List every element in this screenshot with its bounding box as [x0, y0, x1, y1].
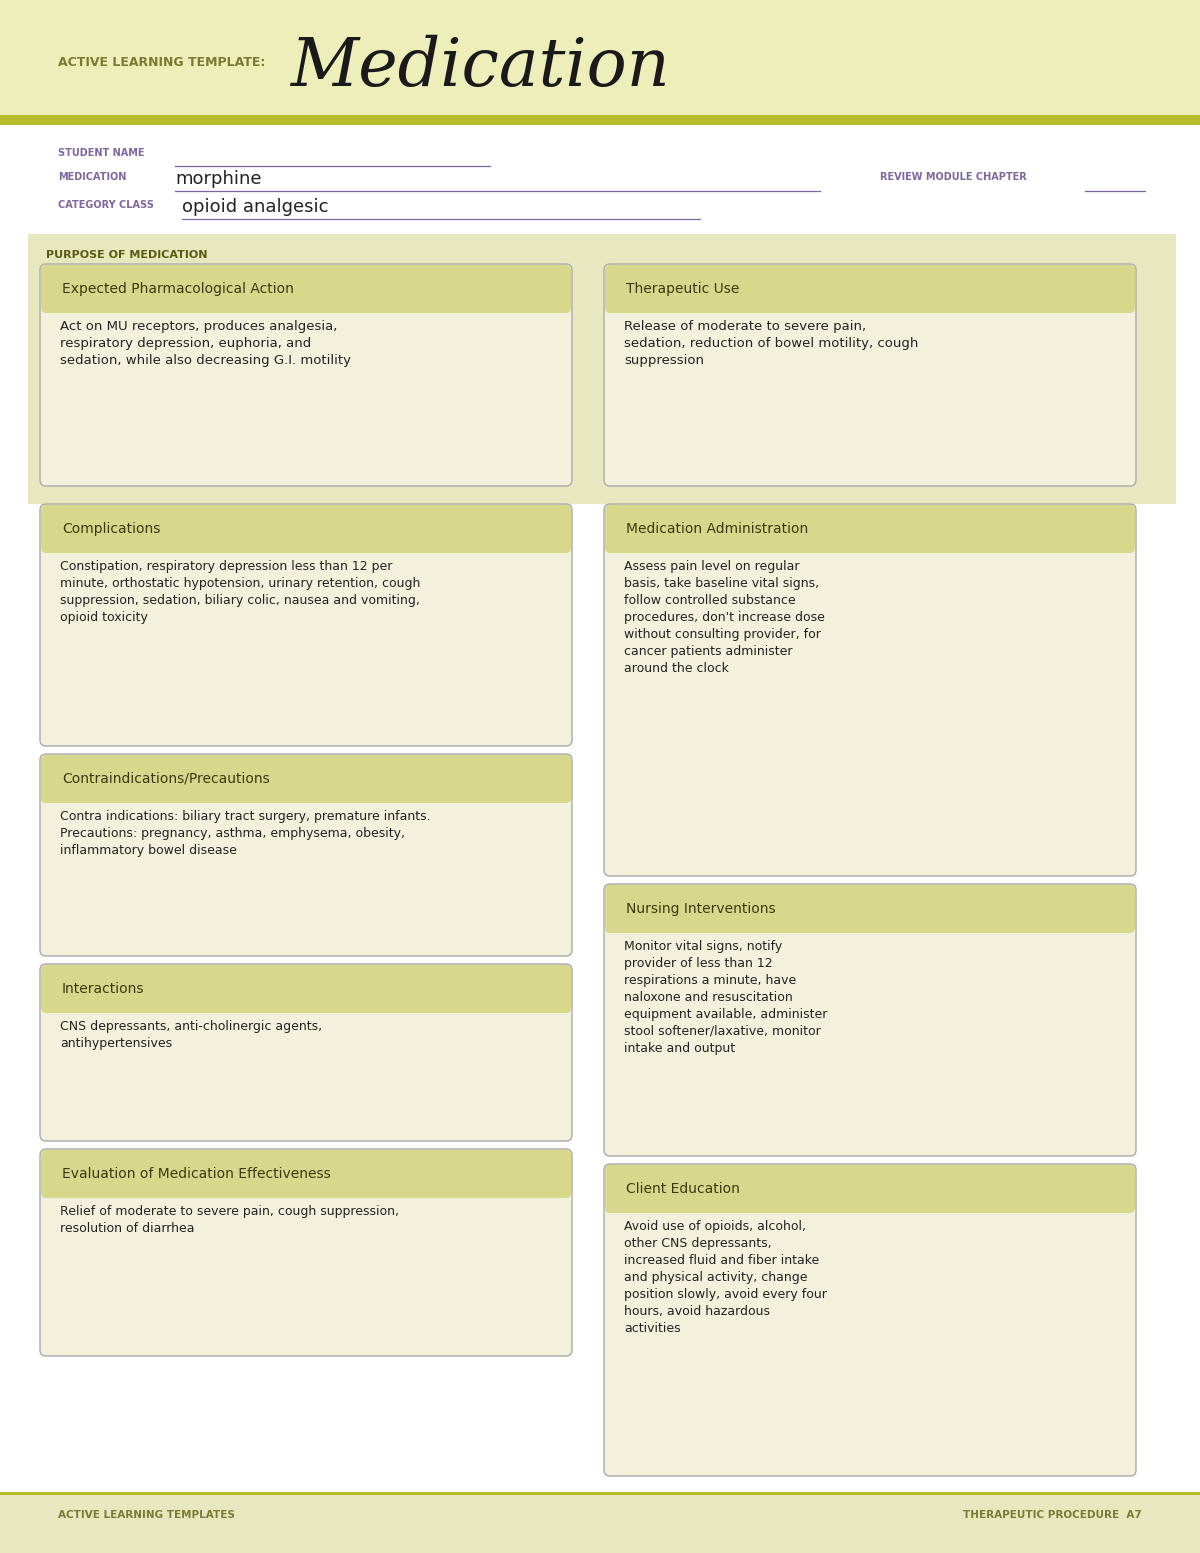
Text: Release of moderate to severe pain,
sedation, reduction of bowel motility, cough: Release of moderate to severe pain, seda… [624, 320, 918, 367]
Text: opioid analgesic: opioid analgesic [182, 197, 329, 216]
Text: CNS depressants, anti-cholinergic agents,
antihypertensives: CNS depressants, anti-cholinergic agents… [60, 1020, 322, 1050]
Text: Contraindications/Precautions: Contraindications/Precautions [62, 772, 270, 786]
Text: Client Education: Client Education [626, 1182, 740, 1196]
FancyBboxPatch shape [604, 505, 1136, 876]
FancyBboxPatch shape [0, 124, 1200, 1516]
FancyBboxPatch shape [41, 964, 571, 1013]
FancyBboxPatch shape [40, 755, 572, 957]
Text: Evaluation of Medication Effectiveness: Evaluation of Medication Effectiveness [62, 1166, 331, 1180]
Text: morphine: morphine [175, 169, 262, 188]
FancyBboxPatch shape [40, 964, 572, 1141]
FancyBboxPatch shape [41, 755, 571, 803]
FancyBboxPatch shape [41, 1151, 571, 1197]
Text: Avoid use of opioids, alcohol,
other CNS depressants,
increased fluid and fiber : Avoid use of opioids, alcohol, other CNS… [624, 1221, 827, 1336]
Text: Monitor vital signs, notify
provider of less than 12
respirations a minute, have: Monitor vital signs, notify provider of … [624, 940, 827, 1054]
FancyBboxPatch shape [604, 264, 1136, 486]
Text: PURPOSE OF MEDICATION: PURPOSE OF MEDICATION [46, 250, 208, 259]
FancyBboxPatch shape [28, 235, 1176, 505]
Text: Therapeutic Use: Therapeutic Use [626, 283, 739, 297]
Text: STUDENT NAME: STUDENT NAME [58, 148, 144, 158]
Text: Interactions: Interactions [62, 981, 144, 995]
Text: THERAPEUTIC PROCEDURE  A7: THERAPEUTIC PROCEDURE A7 [964, 1510, 1142, 1520]
FancyBboxPatch shape [605, 505, 1135, 553]
Text: Complications: Complications [62, 522, 161, 536]
Text: MEDICATION: MEDICATION [58, 172, 126, 182]
FancyBboxPatch shape [0, 115, 1200, 124]
Text: Assess pain level on regular
basis, take baseline vital signs,
follow controlled: Assess pain level on regular basis, take… [624, 561, 824, 676]
FancyBboxPatch shape [41, 505, 571, 553]
FancyBboxPatch shape [604, 1165, 1136, 1475]
Text: CATEGORY CLASS: CATEGORY CLASS [58, 200, 154, 210]
FancyBboxPatch shape [604, 884, 1136, 1155]
FancyBboxPatch shape [0, 1492, 1200, 1496]
FancyBboxPatch shape [40, 1149, 572, 1356]
Text: Medication Administration: Medication Administration [626, 522, 809, 536]
Text: Act on MU receptors, produces analgesia,
respiratory depression, euphoria, and
s: Act on MU receptors, produces analgesia,… [60, 320, 352, 367]
Text: Expected Pharmacological Action: Expected Pharmacological Action [62, 283, 294, 297]
Text: Nursing Interventions: Nursing Interventions [626, 902, 775, 916]
Text: Contra indications: biliary tract surgery, premature infants.
Precautions: pregn: Contra indications: biliary tract surger… [60, 811, 431, 857]
FancyBboxPatch shape [0, 0, 1200, 115]
Text: Relief of moderate to severe pain, cough suppression,
resolution of diarrhea: Relief of moderate to severe pain, cough… [60, 1205, 398, 1235]
FancyBboxPatch shape [40, 505, 572, 745]
FancyBboxPatch shape [40, 264, 572, 486]
FancyBboxPatch shape [605, 885, 1135, 933]
Text: REVIEW MODULE CHAPTER: REVIEW MODULE CHAPTER [880, 172, 1027, 182]
FancyBboxPatch shape [605, 1165, 1135, 1213]
Text: ACTIVE LEARNING TEMPLATES: ACTIVE LEARNING TEMPLATES [58, 1510, 235, 1520]
Text: Medication: Medication [290, 34, 670, 99]
FancyBboxPatch shape [605, 266, 1135, 314]
Text: Constipation, respiratory depression less than 12 per
minute, orthostatic hypote: Constipation, respiratory depression les… [60, 561, 420, 624]
FancyBboxPatch shape [0, 1496, 1200, 1553]
FancyBboxPatch shape [41, 266, 571, 314]
Text: ACTIVE LEARNING TEMPLATE:: ACTIVE LEARNING TEMPLATE: [58, 56, 265, 68]
